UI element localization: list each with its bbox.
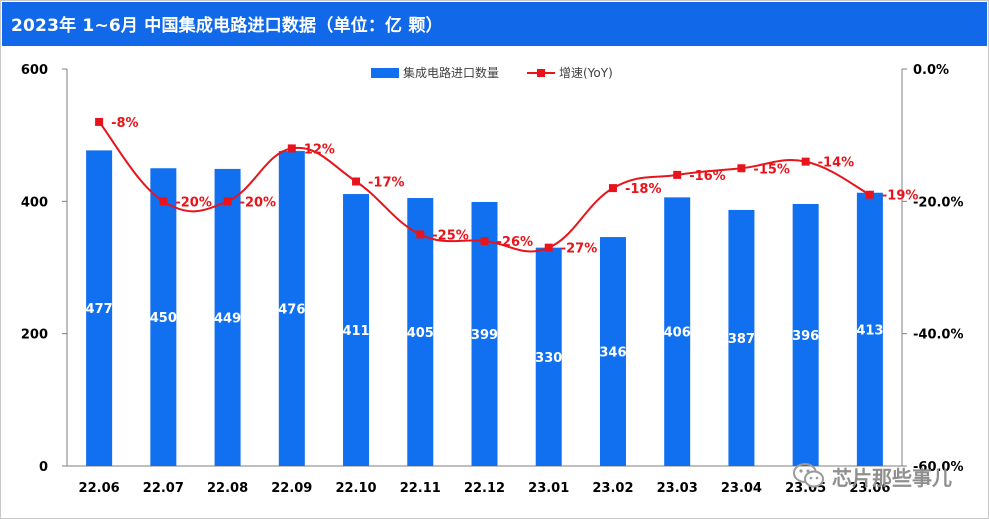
x-tick-label: 22.12 [464, 481, 505, 496]
growth-point [95, 117, 104, 126]
bar-value-label: 413 [856, 323, 883, 338]
bar [214, 168, 241, 466]
growth-point [480, 237, 489, 246]
x-tick-label: 23.04 [721, 481, 762, 496]
legend-bar-swatch [371, 68, 399, 78]
wechat-icon [793, 463, 824, 488]
chart-title: 2023年 1~6月 中国集成电路进口数据（单位：亿 颗） [11, 16, 443, 36]
growth-value-label: 12% [304, 142, 335, 157]
y-left-tick-label: 0 [39, 460, 48, 475]
y-left-tick-label: 400 [21, 195, 48, 210]
bar [792, 203, 819, 467]
x-tick-label: 23.03 [657, 481, 698, 496]
y-right-tick-label: -40.0% [913, 328, 964, 343]
growth-point [223, 197, 232, 206]
legend-bar-label: 集成电路进口数量 [403, 65, 499, 80]
bar-value-label: 405 [407, 326, 434, 341]
bar-value-label: 346 [599, 346, 626, 361]
bar-value-label: 449 [214, 311, 241, 326]
x-tick-label: 22.06 [79, 481, 120, 496]
growth-value-label: -17% [368, 175, 405, 190]
x-tick-label: 22.10 [335, 481, 376, 496]
bar [150, 168, 177, 466]
x-tick-label: 22.09 [271, 481, 312, 496]
growth-point [608, 184, 617, 193]
legend-line-label: 增速(YoY) [559, 66, 613, 80]
growth-value-label: -16% [689, 169, 726, 184]
bar [86, 150, 113, 466]
bar [407, 198, 434, 466]
bar-value-label: 406 [664, 326, 691, 341]
growth-value-label: -20% [240, 195, 277, 210]
bar-value-label: 477 [86, 302, 113, 317]
bar-value-label: 399 [471, 328, 498, 343]
bar-value-label: 387 [728, 332, 755, 347]
growth-point [737, 164, 746, 173]
bar-value-label: 476 [278, 303, 305, 318]
title-bar: 2023年 1~6月 中国集成电路进口数据（单位：亿 颗） [2, 2, 987, 46]
growth-value-label: -15% [753, 162, 790, 177]
bar [856, 192, 883, 466]
x-tick-label: 23.06 [849, 481, 890, 496]
y-left-tick-label: 600 [21, 63, 48, 78]
watermark: 芯片那些事儿 [792, 459, 952, 493]
growth-point [416, 230, 425, 239]
growth-value-label: -25% [432, 228, 469, 243]
x-tick-label: 22.11 [400, 481, 441, 496]
bar [599, 237, 626, 466]
growth-value-label: -19% [882, 189, 919, 204]
bar [278, 151, 305, 466]
bar [664, 197, 691, 466]
growth-point [801, 157, 810, 166]
bar-value-label: 411 [342, 324, 369, 339]
bar-value-label: 330 [535, 351, 562, 366]
y-left-tick-label: 200 [21, 328, 48, 343]
watermark-text: 芯片那些事儿 [832, 465, 952, 490]
bar-value-label: 396 [792, 329, 819, 344]
growth-value-label: -26% [497, 235, 534, 250]
x-tick-label: 23.02 [592, 481, 633, 496]
growth-point [673, 170, 682, 179]
y-right-tick-label: -20.0% [913, 195, 964, 210]
y-right-tick-label: 0.0% [913, 63, 949, 78]
growth-point [287, 144, 296, 153]
growth-point [352, 177, 361, 186]
growth-point [865, 190, 874, 199]
growth-value-label: -14% [818, 156, 855, 171]
x-tick-label: 22.07 [143, 481, 184, 496]
bar-value-label: 450 [150, 311, 177, 326]
legend-line-marker [537, 69, 545, 77]
growth-value-label: -18% [625, 182, 662, 197]
growth-point [159, 197, 168, 206]
x-tick-label: 22.08 [207, 481, 248, 496]
bar [728, 209, 755, 466]
growth-value-label: -20% [175, 195, 212, 210]
growth-value-label: -8% [111, 116, 138, 131]
bar [535, 247, 562, 466]
bar [471, 201, 498, 466]
growth-point [544, 243, 553, 252]
bar [343, 194, 370, 466]
growth-value-label: -27% [561, 242, 598, 257]
y-right-tick-label: -60.0% [913, 460, 964, 475]
x-tick-label: 23.01 [528, 481, 569, 496]
